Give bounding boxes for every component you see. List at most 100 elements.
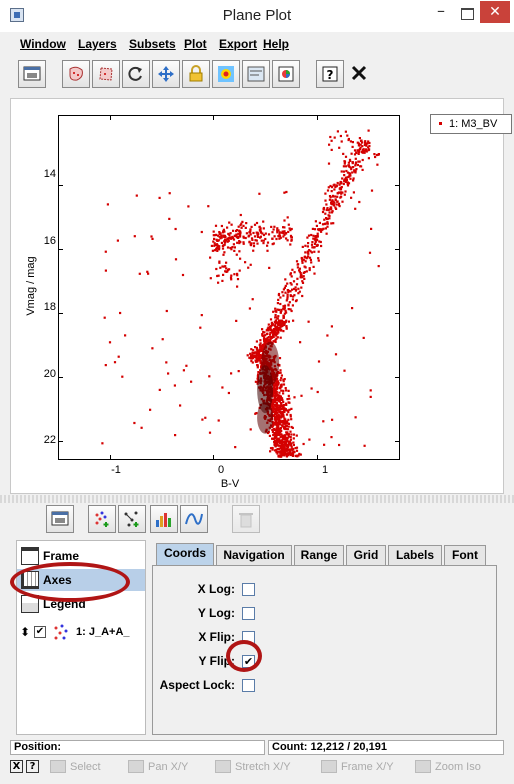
scatter-point (303, 277, 306, 280)
scatter-point (350, 196, 353, 199)
scatter-point (357, 152, 360, 155)
scatter-point (302, 271, 305, 274)
scatter-point (257, 373, 260, 376)
scatter-point (296, 277, 299, 280)
scatter-point (315, 239, 318, 242)
menu-help[interactable]: Help (263, 37, 290, 51)
scatter-point (286, 439, 289, 442)
aspect-lock-checkbox[interactable] (242, 679, 255, 692)
menu-window[interactable]: Window (20, 37, 66, 51)
legend-icon[interactable] (242, 60, 270, 88)
export-image-icon[interactable] (272, 60, 300, 88)
scatter-point (278, 231, 281, 234)
scatter-point (224, 270, 227, 273)
y-log-checkbox[interactable] (242, 607, 255, 620)
float-window-icon[interactable] (46, 505, 74, 533)
scatter-point (292, 441, 295, 444)
scatter-point (347, 175, 350, 179)
scatter-point (362, 148, 365, 151)
close-window-button[interactable]: ✕ (480, 1, 510, 23)
scatter-point (277, 404, 280, 407)
scatter-point (254, 239, 257, 242)
aux-colour-icon[interactable] (212, 60, 240, 88)
replot-icon[interactable] (122, 60, 150, 88)
scatter-point (282, 323, 286, 327)
maximize-button[interactable] (454, 2, 480, 24)
lock-icon[interactable] (182, 60, 210, 88)
x-log-checkbox[interactable] (242, 583, 255, 596)
scatter-point (244, 236, 247, 240)
tab-labels[interactable]: Labels (388, 545, 442, 565)
scatter-point (217, 281, 220, 284)
scatter-point (280, 433, 283, 436)
subset-region-icon[interactable] (92, 60, 120, 88)
subset-blob-icon[interactable] (62, 60, 90, 88)
menu-layers[interactable]: Layers (78, 37, 117, 51)
scatter-point (298, 267, 301, 270)
scatter-point (269, 337, 272, 340)
add-scatter-layer-icon[interactable] (88, 505, 116, 533)
scatter-point (282, 232, 285, 235)
scatter-point (269, 331, 272, 334)
drag-handle-icon[interactable]: ⬍ (20, 625, 31, 639)
scatter-point (231, 236, 234, 240)
scatter-point (275, 406, 278, 410)
scatter-point (273, 387, 276, 390)
scatter-point (289, 415, 292, 418)
scatter-point (346, 171, 349, 174)
close-icon[interactable] (346, 60, 374, 88)
scatter-point (259, 236, 262, 239)
minimize-button[interactable]: – (437, 1, 445, 20)
scatter-point (274, 409, 277, 412)
scatter-point (278, 326, 281, 329)
tab-font[interactable]: Font (444, 545, 486, 565)
scatter-point (237, 232, 240, 235)
menu-subsets[interactable]: Subsets (129, 37, 176, 51)
hints-help-button[interactable]: ? (26, 760, 39, 773)
scatter-point (377, 265, 380, 268)
delete-layer-icon[interactable] (232, 505, 260, 533)
scatter-point (285, 190, 288, 194)
y-tick-label: 20 (43, 368, 56, 380)
scatter-point (237, 236, 240, 239)
menu-export[interactable]: Export (219, 37, 258, 51)
mouse-icon (415, 760, 431, 773)
help-icon[interactable]: ? (316, 60, 344, 88)
scatter-point (238, 240, 241, 243)
scatter-point (288, 227, 291, 230)
add-pair-layer-icon[interactable] (118, 505, 146, 533)
scatter-point (256, 377, 259, 380)
scatter-point (236, 274, 239, 277)
scatter-point (264, 232, 267, 235)
control-frame[interactable]: Frame (17, 545, 145, 567)
scatter-point (250, 237, 254, 240)
tab-navigation[interactable]: Navigation (216, 545, 292, 565)
scatter-point (287, 389, 290, 392)
scatter-point (249, 228, 252, 231)
scatter-point (271, 323, 274, 326)
tab-range[interactable]: Range (294, 545, 344, 565)
scatter-point (280, 389, 283, 392)
plot-area[interactable] (58, 115, 400, 460)
scatter-point (269, 335, 273, 339)
scatter-point (283, 226, 286, 229)
scatter-point (279, 441, 282, 444)
function-icon[interactable] (180, 505, 208, 533)
scatter-point (343, 193, 346, 196)
tab-coords[interactable]: Coords (156, 543, 214, 565)
layer-row[interactable]: ⬍ ✔ 1: J_A+A_ (16, 621, 144, 645)
scatter-point (179, 404, 182, 407)
scatter-point (222, 273, 225, 276)
hide-hints-button[interactable]: X (10, 760, 23, 773)
tick-mark (58, 440, 63, 442)
tab-grid[interactable]: Grid (346, 545, 386, 565)
histogram-icon[interactable] (150, 505, 178, 533)
scatter-point (259, 227, 262, 230)
scatter-point (215, 238, 218, 241)
scatter-point (230, 237, 233, 240)
layer-checkbox[interactable]: ✔ (34, 626, 46, 638)
window-icon[interactable] (18, 60, 46, 88)
menu-plot[interactable]: Plot (184, 37, 207, 51)
panel-splitter[interactable] (0, 495, 514, 503)
navigate-icon[interactable] (152, 60, 180, 88)
